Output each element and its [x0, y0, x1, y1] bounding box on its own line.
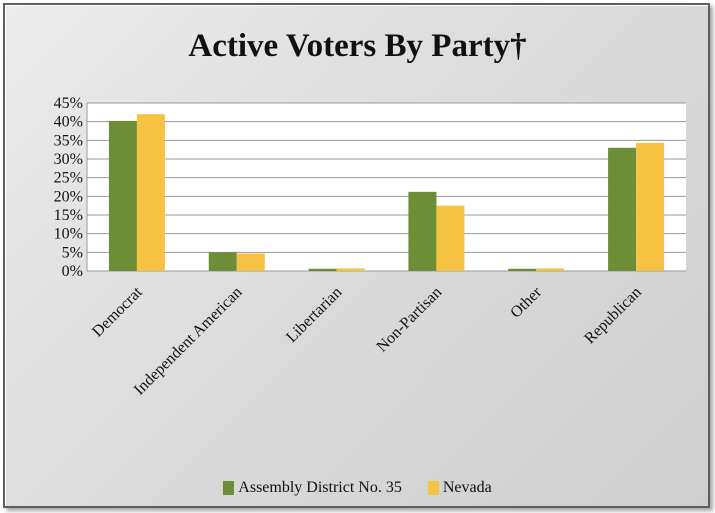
bar-series-1: [608, 147, 637, 271]
x-category-label: Democrat: [89, 283, 146, 340]
y-tick-label: 40%: [54, 114, 83, 131]
bar-series-2: [236, 253, 265, 271]
legend-item-series-2: Nevada: [427, 479, 492, 497]
legend-item-series-1: Assembly District No. 35: [223, 479, 402, 497]
y-tick-label: 20%: [54, 188, 83, 205]
y-tick-label: 15%: [54, 207, 83, 224]
y-tick-label: 10%: [54, 226, 83, 243]
legend-swatch-series-1: [223, 481, 235, 495]
bar-series-1: [308, 268, 337, 271]
legend-swatch-series-2: [427, 481, 439, 495]
y-tick-label: 0%: [62, 263, 83, 280]
bar-series-1: [408, 191, 437, 271]
chart-title: Active Voters By Party†: [188, 28, 527, 64]
bar-series-2: [136, 114, 165, 271]
legend-label-series-2: Nevada: [442, 479, 492, 496]
plot-area: [87, 103, 686, 271]
y-tick-label: 5%: [62, 244, 83, 261]
gridlines: [86, 102, 686, 272]
legend-label-series-1: Assembly District No. 35: [238, 479, 402, 496]
x-category-label: Non-Partisan: [374, 284, 446, 356]
bar-series-1: [508, 268, 537, 271]
bar-series-2: [336, 268, 365, 271]
x-category-label: Other: [507, 283, 545, 321]
bars: [108, 114, 665, 271]
bar-series-2: [436, 205, 465, 271]
y-tick-label: 35%: [54, 132, 83, 149]
x-category-label: Republican: [581, 284, 645, 348]
y-tick-label: 30%: [54, 151, 83, 168]
x-category-label: Libertarian: [283, 284, 345, 346]
x-category-label: Independent American: [131, 284, 246, 399]
bar-series-1: [208, 252, 237, 271]
bar-series-1: [108, 120, 137, 271]
y-tick-label: 25%: [54, 170, 83, 187]
y-tick-label: 45%: [54, 95, 83, 112]
y-axis-ticks: 0% 5%10% 15% 20%25% 30% 35%40% 45%: [54, 95, 83, 280]
bar-series-2: [636, 142, 665, 271]
legend: Assembly District No. 35 Nevada: [0, 479, 715, 497]
bar-series-2: [536, 268, 565, 271]
